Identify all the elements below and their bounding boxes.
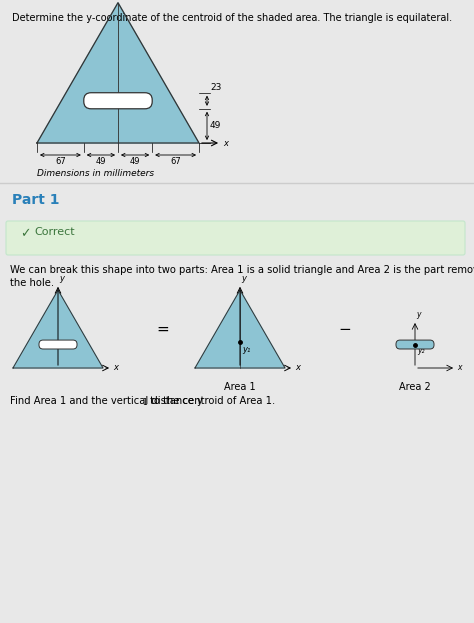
Text: y: y (416, 310, 420, 319)
FancyBboxPatch shape (6, 221, 465, 255)
Text: 1: 1 (142, 398, 147, 407)
Text: 49: 49 (210, 121, 221, 130)
Text: x: x (113, 363, 118, 373)
Text: y: y (241, 274, 246, 283)
FancyBboxPatch shape (396, 340, 434, 349)
Text: Find Area 1 and the vertical distance y: Find Area 1 and the vertical distance y (10, 396, 203, 406)
Text: 23: 23 (210, 83, 221, 92)
Polygon shape (37, 2, 199, 143)
Text: 67: 67 (55, 157, 66, 166)
Text: y₁: y₁ (242, 345, 250, 354)
Text: =: = (156, 321, 169, 336)
Text: y: y (59, 274, 64, 283)
Text: ✓: ✓ (20, 227, 30, 240)
Text: 67: 67 (170, 157, 181, 166)
Text: We can break this shape into two parts: Area 1 is a solid triangle and Area 2 is: We can break this shape into two parts: … (10, 265, 474, 275)
FancyBboxPatch shape (39, 340, 77, 349)
Text: the hole.: the hole. (10, 278, 54, 288)
FancyBboxPatch shape (84, 93, 152, 109)
Polygon shape (195, 290, 285, 368)
Text: Determine the y-coordinate of the centroid of the shaded area. The triangle is e: Determine the y-coordinate of the centro… (12, 13, 452, 23)
Text: 49: 49 (130, 157, 140, 166)
Text: 49: 49 (96, 157, 106, 166)
Text: Area 2: Area 2 (399, 382, 431, 392)
Text: to the centroid of Area 1.: to the centroid of Area 1. (147, 396, 275, 406)
Text: Dimensions in millimeters: Dimensions in millimeters (37, 169, 154, 178)
Text: −: − (338, 321, 351, 336)
Text: x: x (457, 363, 462, 373)
Text: x: x (223, 138, 228, 148)
Polygon shape (13, 290, 103, 368)
Text: Part 1: Part 1 (12, 193, 60, 207)
Text: Correct: Correct (34, 227, 74, 237)
Text: y₂: y₂ (417, 346, 425, 354)
Text: x: x (295, 363, 300, 373)
Text: Area 1: Area 1 (224, 382, 256, 392)
